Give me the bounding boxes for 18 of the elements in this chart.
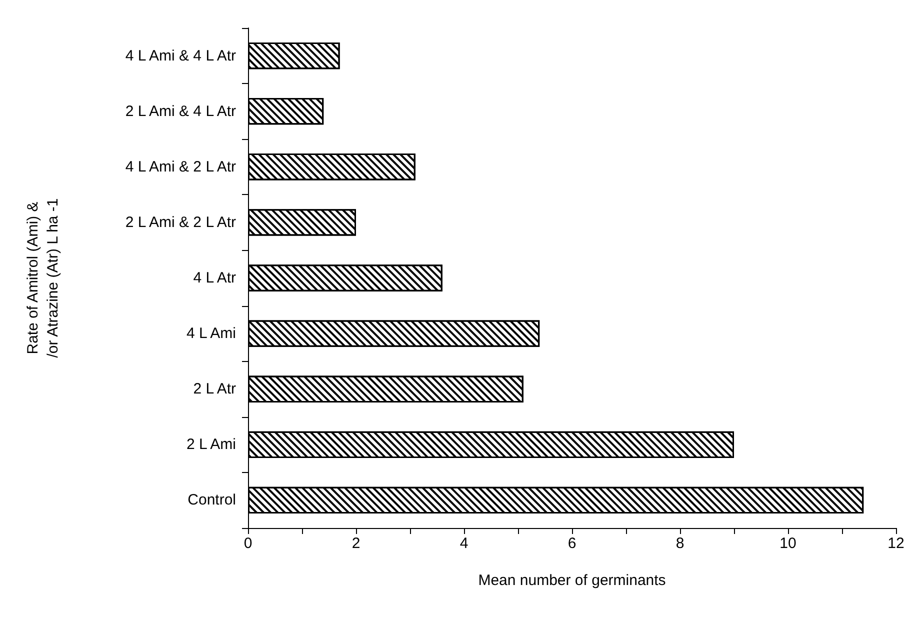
y-tick-label: 4 L Atr: [193, 270, 236, 286]
y-tick-label: 4 L Ami: [186, 325, 236, 342]
x-axis-title: Mean number of germinants: [478, 572, 666, 589]
x-tick-label: 0: [244, 535, 252, 552]
y-tick-label: 2 L Ami: [186, 436, 236, 454]
y-tick-label: 2 L Atr: [193, 380, 236, 398]
y-tick-label: Control: [188, 492, 236, 509]
x-tick-label: 10: [780, 535, 796, 552]
x-tick-label: 8: [676, 535, 684, 552]
y-tick-label: 4 L Ami & 4 L Atr: [125, 47, 236, 64]
x-tick-label: 6: [568, 535, 576, 552]
x-tick-label: 2: [352, 535, 360, 552]
y-tick-label: 4 L Ami & 2 L Atr: [125, 158, 236, 176]
x-tick-label: 12: [888, 535, 904, 552]
y-tick-label: 2 L Ami & 2 L Atr: [125, 214, 236, 231]
y-axis-title: Rate of Amitrol (Ami) & /or Atrazine (Atr) L ha -1: [24, 198, 62, 358]
x-tick-label: 4: [460, 535, 468, 552]
y-tick-label: 2 L Ami & 4 L Atr: [125, 102, 236, 120]
